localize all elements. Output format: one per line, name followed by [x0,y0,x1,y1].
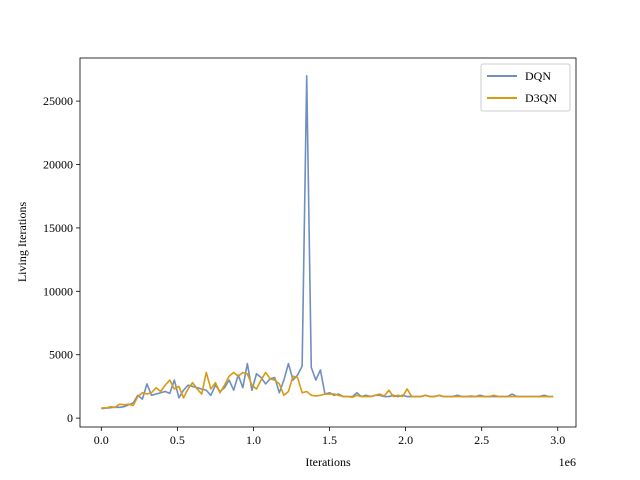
x-tick-label: 1.5 [322,433,337,447]
x-offset-label: 1e6 [559,455,576,469]
x-tick-label: 0.0 [94,433,109,447]
x-tick-label: 0.5 [170,433,185,447]
axes: 0.0 0.5 1.0 1.5 2.0 2.5 3.0 0 5000 10000 15000 2000… [43,57,577,447]
legend-label-dqn: DQN [525,69,551,83]
y-axis-label: Living Iterations [15,202,29,283]
x-tick-label: 3.0 [550,433,565,447]
y-tick-label: 10000 [43,284,73,298]
legend-label-d3qn: D3QN [525,91,557,105]
x-tick-label: 2.0 [398,433,413,447]
series-lines [101,74,554,410]
y-tick-label: 0 [67,411,73,425]
axes-frame [79,57,577,428]
x-axis-label: Iterations [305,455,351,469]
plot-area [80,58,576,427]
y-tick-label: 20000 [43,158,73,172]
legend: DQN D3QN [480,63,571,112]
x-tick-label: 1.0 [246,433,261,447]
y-tick-label: 5000 [49,348,73,362]
x-tick-label: 2.5 [474,433,489,447]
series-line-d3qn [101,371,554,409]
y-tick-label: 25000 [43,94,73,108]
y-tick-label: 15000 [43,221,73,235]
